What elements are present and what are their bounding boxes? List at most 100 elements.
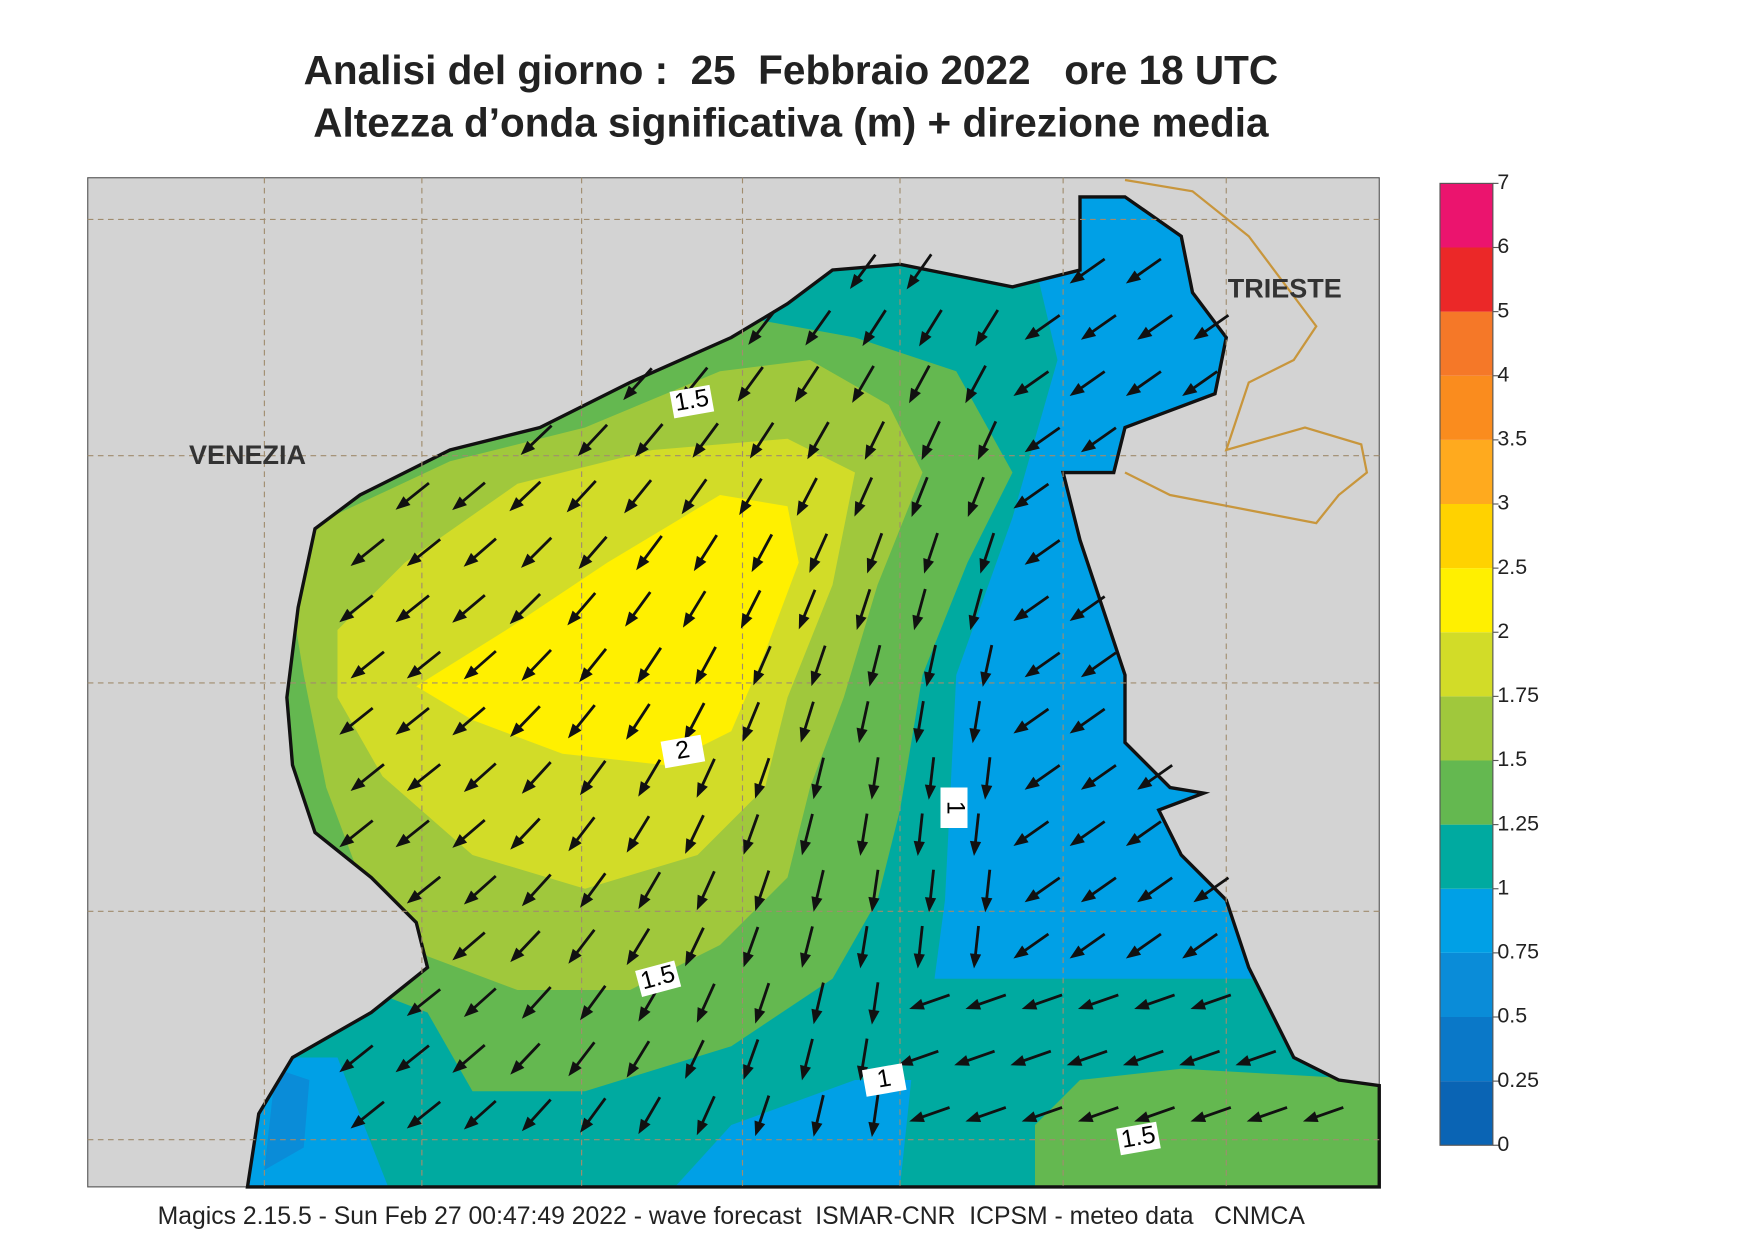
arrow-head <box>463 890 479 905</box>
arrow-head <box>1024 551 1040 565</box>
arrow-head <box>1010 1055 1027 1066</box>
arrow-head <box>1182 945 1198 959</box>
arrow-head <box>1013 608 1029 622</box>
title: Analisi del giorno : 25 Febbraio 2022 or… <box>304 47 1279 93</box>
arrow-head <box>743 951 754 968</box>
colorbar-swatch <box>1440 824 1493 889</box>
arrow-head <box>1069 608 1085 622</box>
contour-label: 1 <box>861 1063 907 1097</box>
colorbar-tick-label: 3 <box>1497 491 1509 515</box>
border <box>1124 178 1369 525</box>
arrow-head <box>857 952 869 969</box>
wave-direction-arrows <box>339 253 1344 1138</box>
arrow-head <box>1179 1055 1195 1066</box>
colorbar-tick-label: 4 <box>1497 362 1509 386</box>
arrow-head <box>350 552 366 567</box>
arrow-head <box>625 611 639 627</box>
arrow-head <box>1080 664 1097 678</box>
arrow-head <box>967 501 979 517</box>
arrow-head <box>800 839 811 856</box>
label-box <box>635 960 682 998</box>
colorbar-tick-label: 7 <box>1497 170 1509 194</box>
arrow-head <box>740 612 753 629</box>
arrow-head <box>463 778 479 792</box>
arrow-head <box>924 784 937 800</box>
arrow-head <box>636 555 650 571</box>
arrow-head <box>1190 1111 1207 1123</box>
arrow-head <box>1235 1055 1252 1066</box>
colorbar-tick-label: 0.25 <box>1497 1068 1539 1092</box>
arrow-head <box>395 833 411 848</box>
arrow-head <box>798 613 810 630</box>
colorbar-tick-label: 0 <box>1497 1132 1509 1156</box>
arrow-head <box>909 998 925 1010</box>
arrow-head <box>868 1009 880 1025</box>
arrow-head <box>406 1002 422 1017</box>
arrow-head <box>1069 383 1085 397</box>
arrow-head <box>969 840 982 856</box>
arrow-head <box>810 670 822 687</box>
arrow-head <box>395 496 411 510</box>
arrow-head <box>1013 833 1029 847</box>
label-box <box>861 1063 907 1097</box>
label-box <box>1116 1121 1161 1156</box>
arrow-head <box>857 840 869 856</box>
arrow-head <box>919 330 932 347</box>
arrow-head <box>912 614 924 631</box>
arrow-head <box>395 721 411 735</box>
arrow-head <box>856 727 868 744</box>
arrow-head <box>339 1058 355 1073</box>
arrow-head <box>897 1055 914 1066</box>
arrow-head <box>406 777 422 792</box>
arrow-head <box>580 1005 594 1021</box>
arrow-head <box>855 614 867 630</box>
arrow-head <box>463 665 479 680</box>
arrow-head <box>638 1006 651 1022</box>
colorbar-swatch <box>1440 1017 1493 1082</box>
label-box <box>660 734 706 769</box>
region <box>264 1068 310 1170</box>
arrow-head <box>1013 720 1029 734</box>
arrow-head <box>1080 439 1097 453</box>
arrow-head <box>696 1119 708 1136</box>
colorbar-swatch <box>1440 439 1493 504</box>
arrow-head <box>463 1003 479 1018</box>
arrow-head <box>969 953 982 969</box>
arrow-head <box>1125 833 1142 847</box>
arrow-head <box>521 891 536 907</box>
arrow-head <box>1190 998 1207 1010</box>
place-label: TRIESTE <box>1228 273 1342 303</box>
arrow-head <box>406 1114 422 1129</box>
arrow-head <box>799 726 811 743</box>
arrow-head <box>406 552 422 567</box>
region <box>675 1080 912 1187</box>
arrow-head <box>1125 945 1142 959</box>
arrow-head <box>579 780 594 796</box>
contour-label: 1 <box>940 787 968 828</box>
arrow-head <box>696 894 708 911</box>
arrow-head <box>868 784 880 800</box>
arrow-head <box>862 330 876 347</box>
arrow-head <box>980 671 992 687</box>
arrow-head <box>852 387 865 403</box>
arrow-head <box>1024 664 1040 678</box>
label-box <box>669 384 715 419</box>
arrow-head <box>1013 945 1029 959</box>
arrow-head <box>868 1121 880 1138</box>
arrow-head <box>521 779 536 794</box>
arrow-head <box>811 896 823 912</box>
arrow-head <box>1069 945 1085 959</box>
arrow-head <box>866 557 878 574</box>
colorbar-tick-label: 3.5 <box>1497 427 1527 451</box>
colorbar-swatch <box>1440 1081 1493 1146</box>
arrow-head <box>742 726 754 742</box>
arrow-head <box>979 558 991 574</box>
arrow-head <box>1246 1111 1263 1123</box>
arrow-head <box>1080 889 1097 903</box>
graticule <box>87 177 1380 1187</box>
arrow-head <box>968 614 980 631</box>
arrow-head <box>452 496 467 511</box>
arrow-head <box>624 498 638 514</box>
colorbar-swatch <box>1440 183 1493 248</box>
